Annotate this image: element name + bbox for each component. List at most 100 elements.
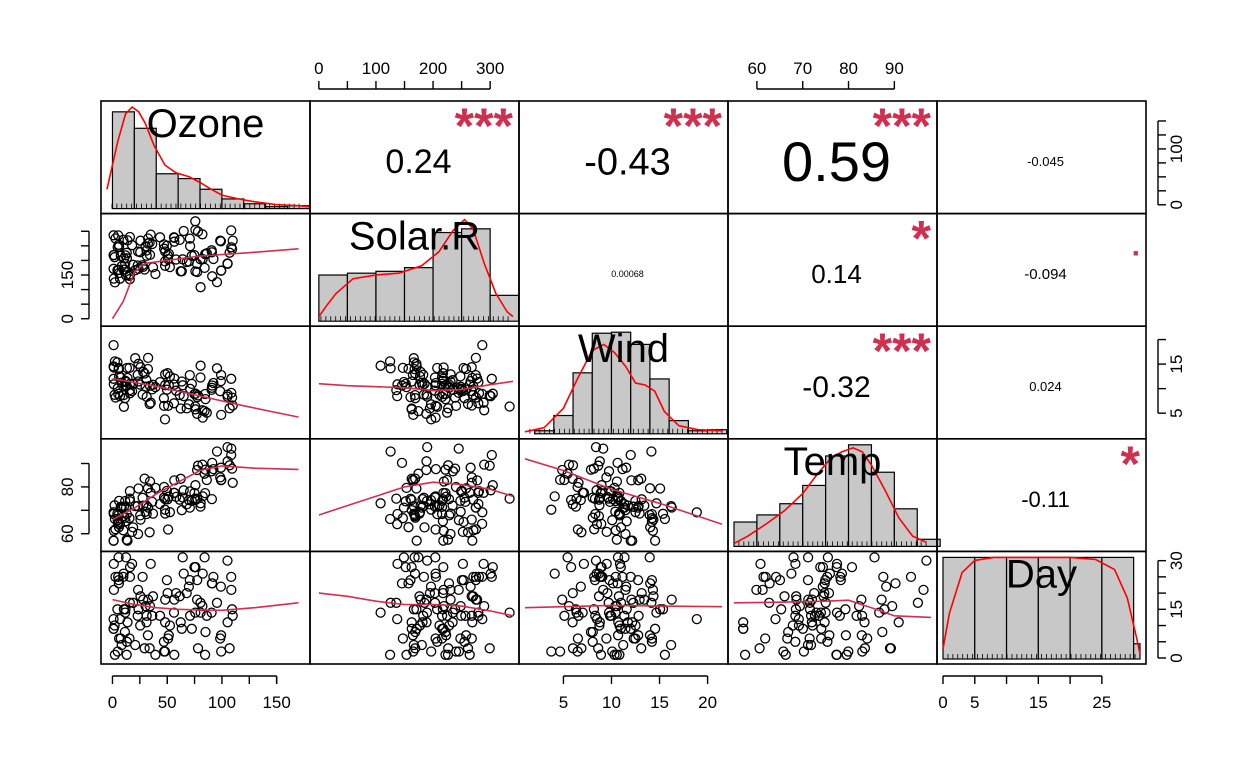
axis-tick-label: 150	[262, 693, 290, 712]
scatter-point	[797, 623, 809, 634]
scatter-point	[617, 571, 628, 583]
axis-tick-label: 60	[58, 524, 77, 543]
histogram-bar	[432, 231, 463, 322]
scatter-point	[562, 552, 573, 563]
scatter-point	[135, 510, 146, 521]
scatter-point	[413, 405, 424, 417]
scatter-point	[817, 561, 829, 573]
scatter-point	[397, 633, 409, 644]
scatter-point	[410, 393, 421, 404]
scatter-point	[224, 403, 235, 414]
scatter-point	[615, 561, 626, 573]
scatter-point	[113, 239, 124, 250]
scatter-point	[429, 597, 441, 608]
scatter-point	[164, 507, 176, 518]
scatter-point	[578, 558, 590, 570]
scatter-point	[191, 594, 203, 605]
scatter-point	[418, 571, 430, 583]
axis-tick-label: 100	[208, 693, 236, 712]
scatter-point	[607, 578, 619, 589]
scatter-point	[649, 623, 661, 634]
correlation-value: 0.14	[811, 259, 862, 289]
scatter-point	[468, 591, 479, 602]
scatter-point	[657, 508, 669, 519]
axis-tick-label: 0	[314, 59, 323, 78]
scatter-point	[644, 630, 656, 641]
scatter-point	[396, 578, 408, 589]
scatter-point	[546, 646, 557, 657]
scatter-point	[738, 617, 749, 628]
correlation-value: 0.024	[1029, 379, 1062, 394]
scatter-point	[464, 649, 475, 660]
scatter-point	[840, 604, 851, 615]
scatter-point	[457, 558, 469, 570]
scatter-point	[178, 485, 189, 496]
scatter-point	[646, 516, 658, 528]
scatter-point	[447, 500, 458, 511]
scatter-point	[470, 369, 481, 381]
scatter-point	[601, 633, 612, 644]
scatter-point	[921, 555, 932, 566]
scatter-point	[477, 339, 488, 351]
density-line	[942, 556, 1141, 655]
scatter-point	[409, 363, 420, 375]
significance-stars: ***	[873, 98, 932, 154]
scatter-point	[890, 578, 901, 589]
scatter-point	[436, 501, 448, 512]
scatter-point	[570, 501, 582, 512]
scatter-point	[546, 504, 557, 515]
scatter-point	[618, 502, 629, 513]
axis-tick-label: 5	[970, 693, 979, 712]
scatter-point	[593, 643, 604, 654]
histogram-bar	[1101, 556, 1135, 660]
scatter-point	[485, 568, 496, 579]
scatter-point	[573, 477, 584, 488]
variable-label: Day	[1006, 552, 1077, 596]
scatter-point	[841, 649, 852, 660]
scatter-point	[654, 483, 666, 494]
scatter-point	[770, 613, 781, 625]
scatter-point	[375, 607, 386, 618]
scatter-point	[639, 500, 650, 511]
scatter-point	[408, 639, 419, 651]
scatter-point	[504, 493, 515, 504]
scatter-point	[739, 649, 751, 660]
scatter-point	[691, 507, 702, 518]
scatter-point	[634, 594, 645, 605]
scatter-point	[227, 610, 238, 621]
scatter-point	[154, 610, 166, 621]
scatter-point	[627, 617, 638, 628]
scatter-point	[192, 574, 203, 586]
scatter-point	[831, 558, 843, 570]
scatter-point	[851, 610, 862, 621]
axis-tick-label: 300	[476, 59, 504, 78]
scatter-point	[426, 646, 437, 657]
scatter-point	[406, 623, 417, 634]
scatter-point	[135, 514, 146, 525]
scatter-point	[634, 508, 645, 519]
axis-tick-label: 0	[1167, 200, 1186, 209]
scatter-point	[615, 522, 627, 533]
scatter-point	[442, 534, 454, 545]
scatter-point	[691, 613, 702, 625]
scatter-point	[169, 487, 180, 499]
scatter-point	[215, 581, 227, 592]
scatter-point	[190, 266, 201, 277]
scatter-point	[459, 636, 470, 647]
scatter-point	[197, 229, 208, 240]
scatter-point	[612, 630, 624, 641]
scatter-point	[436, 508, 448, 520]
scatter-point	[398, 552, 410, 563]
scatter-point	[158, 492, 170, 503]
scatter-point	[467, 617, 478, 628]
smooth-line	[318, 592, 514, 617]
scatter-point	[565, 494, 577, 506]
density-line	[733, 446, 927, 545]
scatter-point	[430, 633, 441, 644]
scatter-point	[487, 561, 498, 573]
scatter-point	[150, 649, 161, 660]
axis-tick-label: 5	[559, 693, 568, 712]
scatter-point	[460, 630, 472, 641]
scatter-point	[654, 604, 666, 615]
scatter-point	[441, 407, 453, 418]
